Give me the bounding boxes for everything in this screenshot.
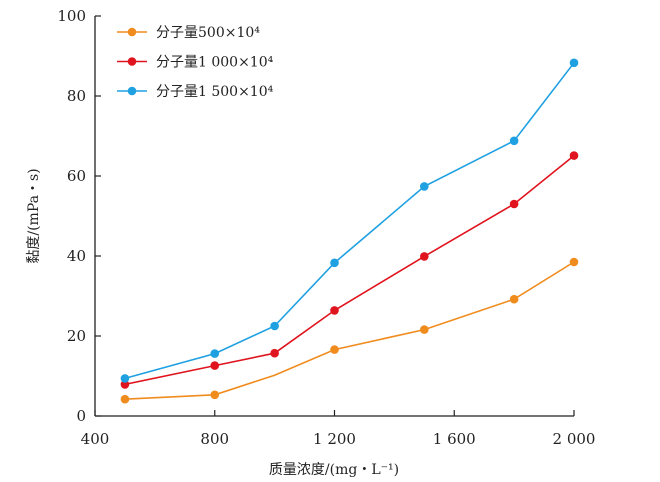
data-point (120, 394, 130, 404)
y-tick-label: 60 (67, 167, 86, 185)
axes: 0 20 40 60 80 100 400 800 1 200 1 600 2 000 (57, 7, 595, 448)
y-tick-label: 20 (67, 327, 86, 345)
x-tick-label: 1 200 (313, 430, 356, 448)
legend-swatch-marker (127, 57, 137, 66)
data-point (330, 306, 339, 315)
y-tick-label: 100 (57, 7, 86, 25)
legend-item: 分子量1 000×10⁴ (117, 55, 274, 71)
y-tick-label: 0 (76, 407, 86, 425)
y-tick-label: 40 (67, 247, 86, 265)
data-point (210, 361, 220, 370)
legend-item: 分子量1 500×10⁴ (117, 84, 274, 100)
legend-swatch-marker (127, 86, 137, 96)
legend-label: 分子量1 500×10⁴ (156, 84, 274, 100)
data-point (210, 390, 220, 400)
data-point (509, 199, 519, 209)
data-point (210, 349, 220, 358)
data-point (569, 257, 579, 267)
data-point (509, 294, 519, 304)
x-axis-title: 质量浓度/(mg・L⁻¹) (269, 462, 399, 478)
series-lines (120, 58, 579, 404)
y-axis-title: 黏度/(mPa・s) (26, 168, 42, 263)
series-line (124, 154, 575, 386)
x-tick-label: 2 000 (553, 430, 596, 448)
data-point (120, 380, 130, 389)
series-1 (120, 257, 579, 404)
series-line (124, 62, 575, 380)
data-point (509, 136, 519, 146)
data-point (120, 374, 130, 383)
series-3 (120, 58, 579, 383)
legend: 分子量500×10⁴ 分子量1 000×10⁴ 分子量1 500×10⁴ (117, 25, 274, 100)
data-point (330, 258, 339, 268)
data-point (420, 252, 429, 261)
x-tick-label: 400 (81, 430, 110, 448)
data-point (270, 348, 279, 358)
data-point (420, 325, 429, 334)
legend-item: 分子量500×10⁴ (117, 25, 260, 41)
legend-swatch-marker (127, 27, 137, 37)
data-point (330, 345, 339, 354)
y-tick-label: 80 (67, 87, 86, 105)
legend-label: 分子量1 000×10⁴ (156, 55, 274, 71)
x-tick-label: 1 600 (433, 430, 476, 448)
series-line (124, 261, 575, 400)
data-point (270, 321, 279, 331)
data-point (420, 182, 429, 191)
x-tick-label: 800 (200, 430, 229, 448)
series-2 (120, 151, 579, 389)
data-point (569, 58, 579, 68)
legend-label: 分子量500×10⁴ (156, 25, 260, 41)
data-point (569, 151, 579, 160)
